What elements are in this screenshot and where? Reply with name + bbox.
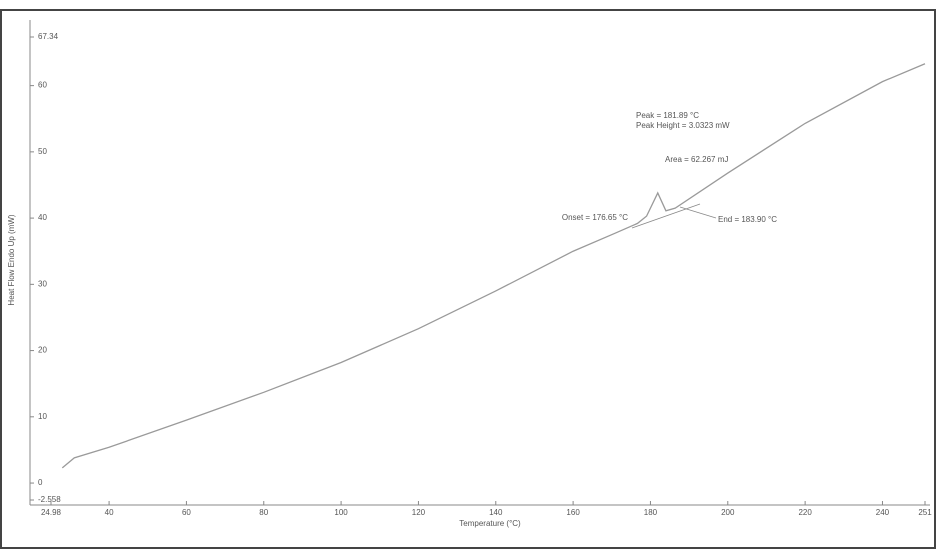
x-tick-label: 251 xyxy=(918,508,932,517)
x-tick-label: 100 xyxy=(334,508,348,517)
x-axis-title: Temperature (°C) xyxy=(459,519,521,528)
x-tick-label: 120 xyxy=(412,508,426,517)
y-tick-label: 10 xyxy=(38,412,47,421)
frame xyxy=(0,9,936,549)
x-tick-label: 60 xyxy=(182,508,191,517)
x-tick-label: 200 xyxy=(721,508,735,517)
annotation: Peak Height = 3.0323 mW xyxy=(636,121,730,130)
x-tick-label: 160 xyxy=(566,508,580,517)
x-tick-label: 140 xyxy=(489,508,503,517)
x-tick-label: 180 xyxy=(644,508,658,517)
annotation: End = 183.90 °C xyxy=(718,215,777,224)
y-tick-label: 0 xyxy=(38,478,43,487)
y-tick-label: 30 xyxy=(38,279,47,288)
annotation: Onset = 176.65 °C xyxy=(562,213,628,222)
y-tick-label: 40 xyxy=(38,213,47,222)
x-tick-label: 220 xyxy=(798,508,812,517)
x-tick-label: 80 xyxy=(259,508,268,517)
x-tick-label: 240 xyxy=(876,508,890,517)
y-tick-label: 67.34 xyxy=(38,32,59,41)
leader-line xyxy=(679,206,717,219)
y-tick-label: 20 xyxy=(38,346,47,355)
y-tick-label: 50 xyxy=(38,147,47,156)
annotation: Peak = 181.89 °C xyxy=(636,111,699,120)
y-tick-label: -2.558 xyxy=(38,495,61,504)
x-tick-label: 24.98 xyxy=(41,508,62,517)
baseline xyxy=(631,203,701,229)
x-tick-label: 40 xyxy=(105,508,114,517)
data-line xyxy=(61,63,926,469)
annotation: Area = 62.267 mJ xyxy=(665,155,728,164)
y-axis-title: Heat Flow Endo Up (mW) xyxy=(7,214,16,305)
y-tick-label: 60 xyxy=(38,81,47,90)
